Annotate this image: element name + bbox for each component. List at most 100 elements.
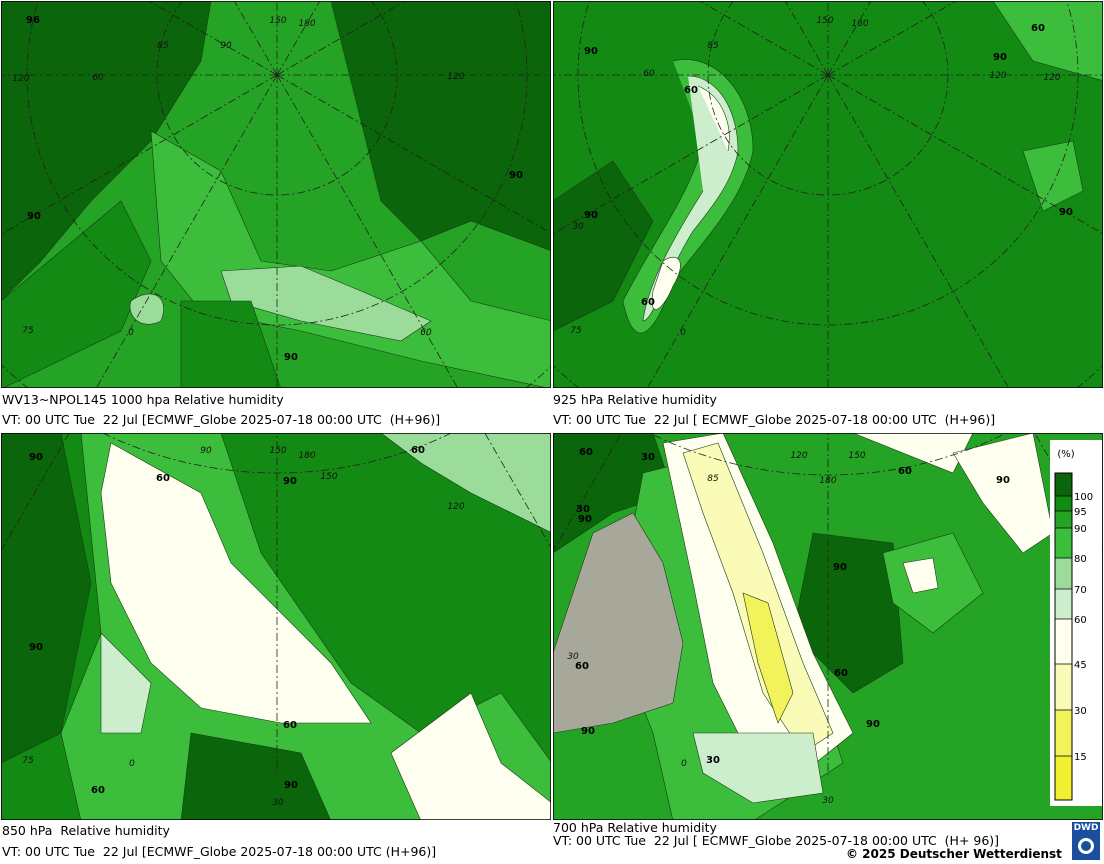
contour-label: 90 (584, 210, 598, 221)
contour-label: 150 (848, 451, 865, 461)
contour-label: 90 (29, 452, 43, 463)
contour-label: 85 (707, 41, 719, 51)
logo-icon (1078, 838, 1094, 854)
contour-label: 85 (707, 474, 719, 484)
contour-label: 30 (272, 798, 284, 808)
contour-label: 60 (1031, 23, 1045, 34)
contour-label: 90 (993, 52, 1007, 63)
contour-label: 90 (220, 41, 232, 51)
valid-time: VT: 00 UTC Tue 22 Jul [ ECMWF_Globe 2025… (553, 412, 996, 427)
colorbar-segment (1055, 589, 1072, 619)
contour-label: 90 (833, 562, 847, 573)
colorbar-segment (1055, 511, 1072, 528)
contour-label: 60 (641, 297, 655, 308)
meridian-line (276, 74, 551, 234)
contour-label: 90 (283, 476, 297, 487)
contour-label: 75 (570, 326, 582, 336)
colorbar-label: 70 (1074, 585, 1087, 596)
meridian-line (1, 74, 278, 235)
contour-label: 60 (579, 447, 593, 458)
humidity-area (1022, 140, 1084, 212)
contour-label: 180 (298, 451, 315, 461)
humidity-area (1, 1, 212, 302)
contour-label: 120 (447, 72, 464, 82)
colorbar-unit: (%) (1057, 449, 1074, 460)
contour-label: 30 (572, 222, 584, 232)
humidity-area (682, 442, 834, 754)
colorbar-segment (1055, 619, 1072, 664)
contour-label: 150 (269, 446, 286, 456)
contour-label: 150 (816, 16, 833, 26)
contour-label: 120 (1043, 73, 1060, 83)
panel-caption: 700 hPa Relative humidity (553, 820, 717, 835)
contour-label: 150 (320, 472, 337, 482)
contour-label: 90 (584, 46, 598, 57)
colorbar-label: 90 (1074, 524, 1087, 535)
contour-label: 90 (284, 780, 298, 791)
meridian-line (276, 1, 406, 76)
contour-label: 60 (91, 785, 105, 796)
contour-label: 120 (12, 74, 29, 84)
humidity-area (390, 692, 551, 820)
contour-label: 60 (156, 473, 170, 484)
logo: DWD (1072, 822, 1100, 860)
map-panel: 90 60 90 90 60 90 60 60 150 180 120 90 75 0 30 150 (1, 433, 551, 820)
contour-label: 60 (684, 85, 698, 96)
meridian-line (827, 74, 1010, 388)
meridian-line (699, 1, 829, 76)
humidity-area (1, 200, 152, 388)
humidity-area (380, 433, 551, 533)
contour-label: 180 (819, 476, 836, 486)
panel-caption: 925 hPa Relative humidity (553, 392, 717, 407)
contour-label: 90 (284, 352, 298, 363)
colorbar-segment (1055, 528, 1072, 558)
contour-label: 90 (1059, 207, 1073, 218)
humidity-area (129, 293, 164, 325)
contour-label: 150 (269, 16, 286, 26)
contour-label: 60 (575, 661, 589, 672)
humidity-area (651, 256, 681, 310)
meridian-line (827, 74, 1103, 235)
meridian-line (148, 1, 278, 76)
colorbar-label: 15 (1074, 752, 1087, 763)
colorbar-segment (1055, 756, 1072, 800)
contour-label: 30 (576, 504, 590, 515)
humidity-area (902, 557, 939, 594)
latitude-circle (577, 1, 1079, 326)
map-fields (1, 1, 551, 388)
humidity-area (100, 632, 152, 734)
colorbar-label: 80 (1074, 554, 1087, 565)
contour-label: 60 (420, 328, 432, 338)
contour-label: 30 (822, 796, 834, 806)
contour-label: 90 (27, 211, 41, 222)
map-fields (553, 433, 1103, 820)
contour-label: 75 (22, 326, 34, 336)
humidity-area (952, 433, 1054, 554)
meridian-line (827, 1, 957, 76)
colorbar-segment (1055, 473, 1072, 496)
contour-label: 90 (29, 642, 43, 653)
colorbar-label: 60 (1074, 615, 1087, 626)
contour-label: 90 (200, 446, 212, 456)
contour-label: 60 (643, 69, 655, 79)
panel-caption: WV13~NPOL145 1000 hpa Relative humidity (2, 392, 284, 407)
contour-label: 90 (509, 170, 523, 181)
contour-label: 85 (157, 41, 169, 51)
valid-time: VT: 00 UTC Tue 22 Jul [ECMWF_Globe 2025-… (2, 844, 437, 859)
humidity-area (742, 592, 794, 724)
colorbar-segment (1055, 496, 1072, 511)
contour-label: 0 (681, 759, 687, 769)
contour-label: 90 (866, 719, 880, 730)
contour-label: 120 (447, 502, 464, 512)
contour-label: 90 (996, 475, 1010, 486)
contour-label: 120 (989, 71, 1006, 81)
humidity-area (100, 442, 372, 724)
contour-label: 0 (680, 328, 686, 338)
contour-label: 75 (22, 756, 34, 766)
humidity-area (553, 160, 654, 332)
humidity-area (180, 732, 331, 820)
valid-time: VT: 00 UTC Tue 22 Jul [ECMWF_Globe 2025-… (2, 412, 441, 427)
